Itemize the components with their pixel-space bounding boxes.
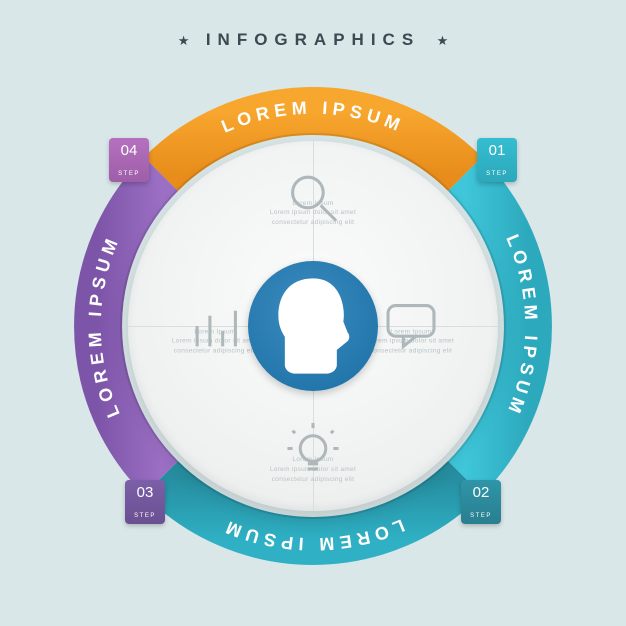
circular-infographic: LOREM IPSUM LOREM IPSUM LOREM IPSUM LORE…	[73, 86, 553, 566]
step-label: STEP	[477, 171, 517, 177]
step-tab-04: 04 STEP	[109, 138, 149, 182]
bar-chart-icon	[202, 295, 228, 321]
step-number: 01	[477, 142, 517, 159]
step-number: 04	[109, 142, 149, 159]
quadrant-bottom: Lorem Ipsum Lorem ipsum dolor sit amet c…	[238, 423, 388, 484]
step-tab-02: 02 STEP	[461, 480, 501, 524]
step-tab-03: 03 STEP	[125, 480, 165, 524]
quadrant-top: Lorem Ipsum Lorem ipsum dolor sit amet c…	[238, 167, 388, 228]
magnifier-icon	[300, 167, 326, 193]
star-icon: ★	[437, 33, 449, 49]
star-icon: ★	[178, 33, 190, 49]
step-label: STEP	[461, 513, 501, 519]
center-circle	[248, 261, 378, 391]
chat-icon	[398, 295, 424, 321]
step-number: 03	[125, 484, 165, 501]
inner-disc: Lorem Ipsum Lorem ipsum dolor sit amet c…	[128, 141, 498, 511]
bulb-icon	[300, 423, 326, 449]
step-label: STEP	[125, 513, 165, 519]
step-number: 02	[461, 484, 501, 501]
step-tab-01: 01 STEP	[477, 138, 517, 182]
header: ★ INFOGRAPHICS ★	[0, 0, 626, 50]
head-profile-icon	[248, 261, 378, 391]
page-title: INFOGRAPHICS	[206, 30, 420, 50]
step-label: STEP	[109, 171, 149, 177]
